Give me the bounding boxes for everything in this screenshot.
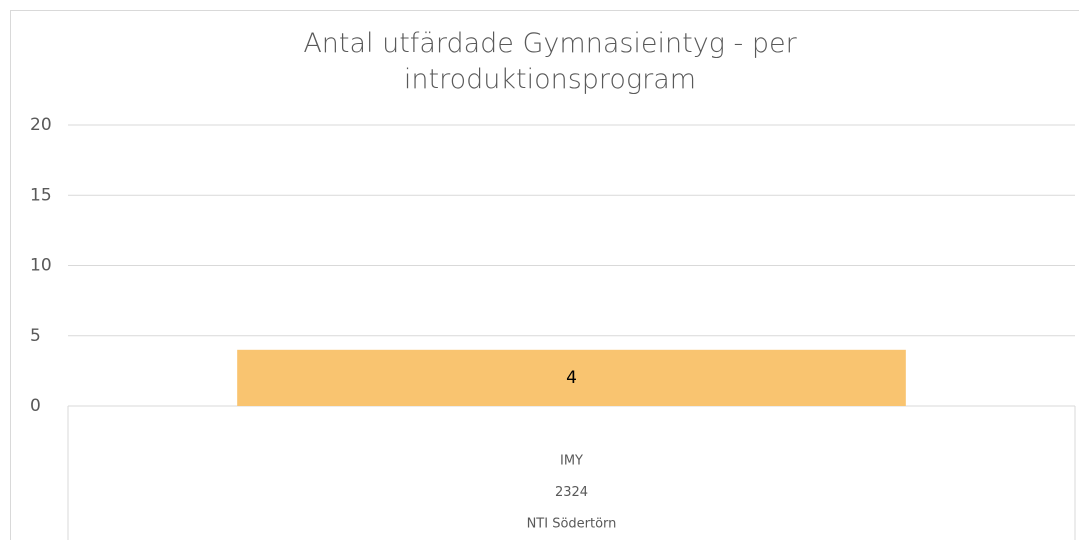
y-tick-label: 10 [30, 256, 52, 276]
chart-title: Antal utfärdade Gymnasieintyg - per intr… [303, 28, 797, 95]
bar [237, 349, 906, 406]
chart-border [10, 10, 1079, 540]
x-tick-label: IMY [560, 454, 583, 469]
y-tick-label: 15 [30, 185, 52, 205]
x-tick-label: NTI Södertörn [527, 517, 617, 532]
y-tick-label: 0 [30, 396, 41, 416]
data-label: 4 [566, 368, 577, 388]
y-tick-label: 20 [30, 115, 52, 135]
x-tick-label: 2324 [555, 485, 588, 500]
y-tick-label: 5 [30, 326, 41, 346]
